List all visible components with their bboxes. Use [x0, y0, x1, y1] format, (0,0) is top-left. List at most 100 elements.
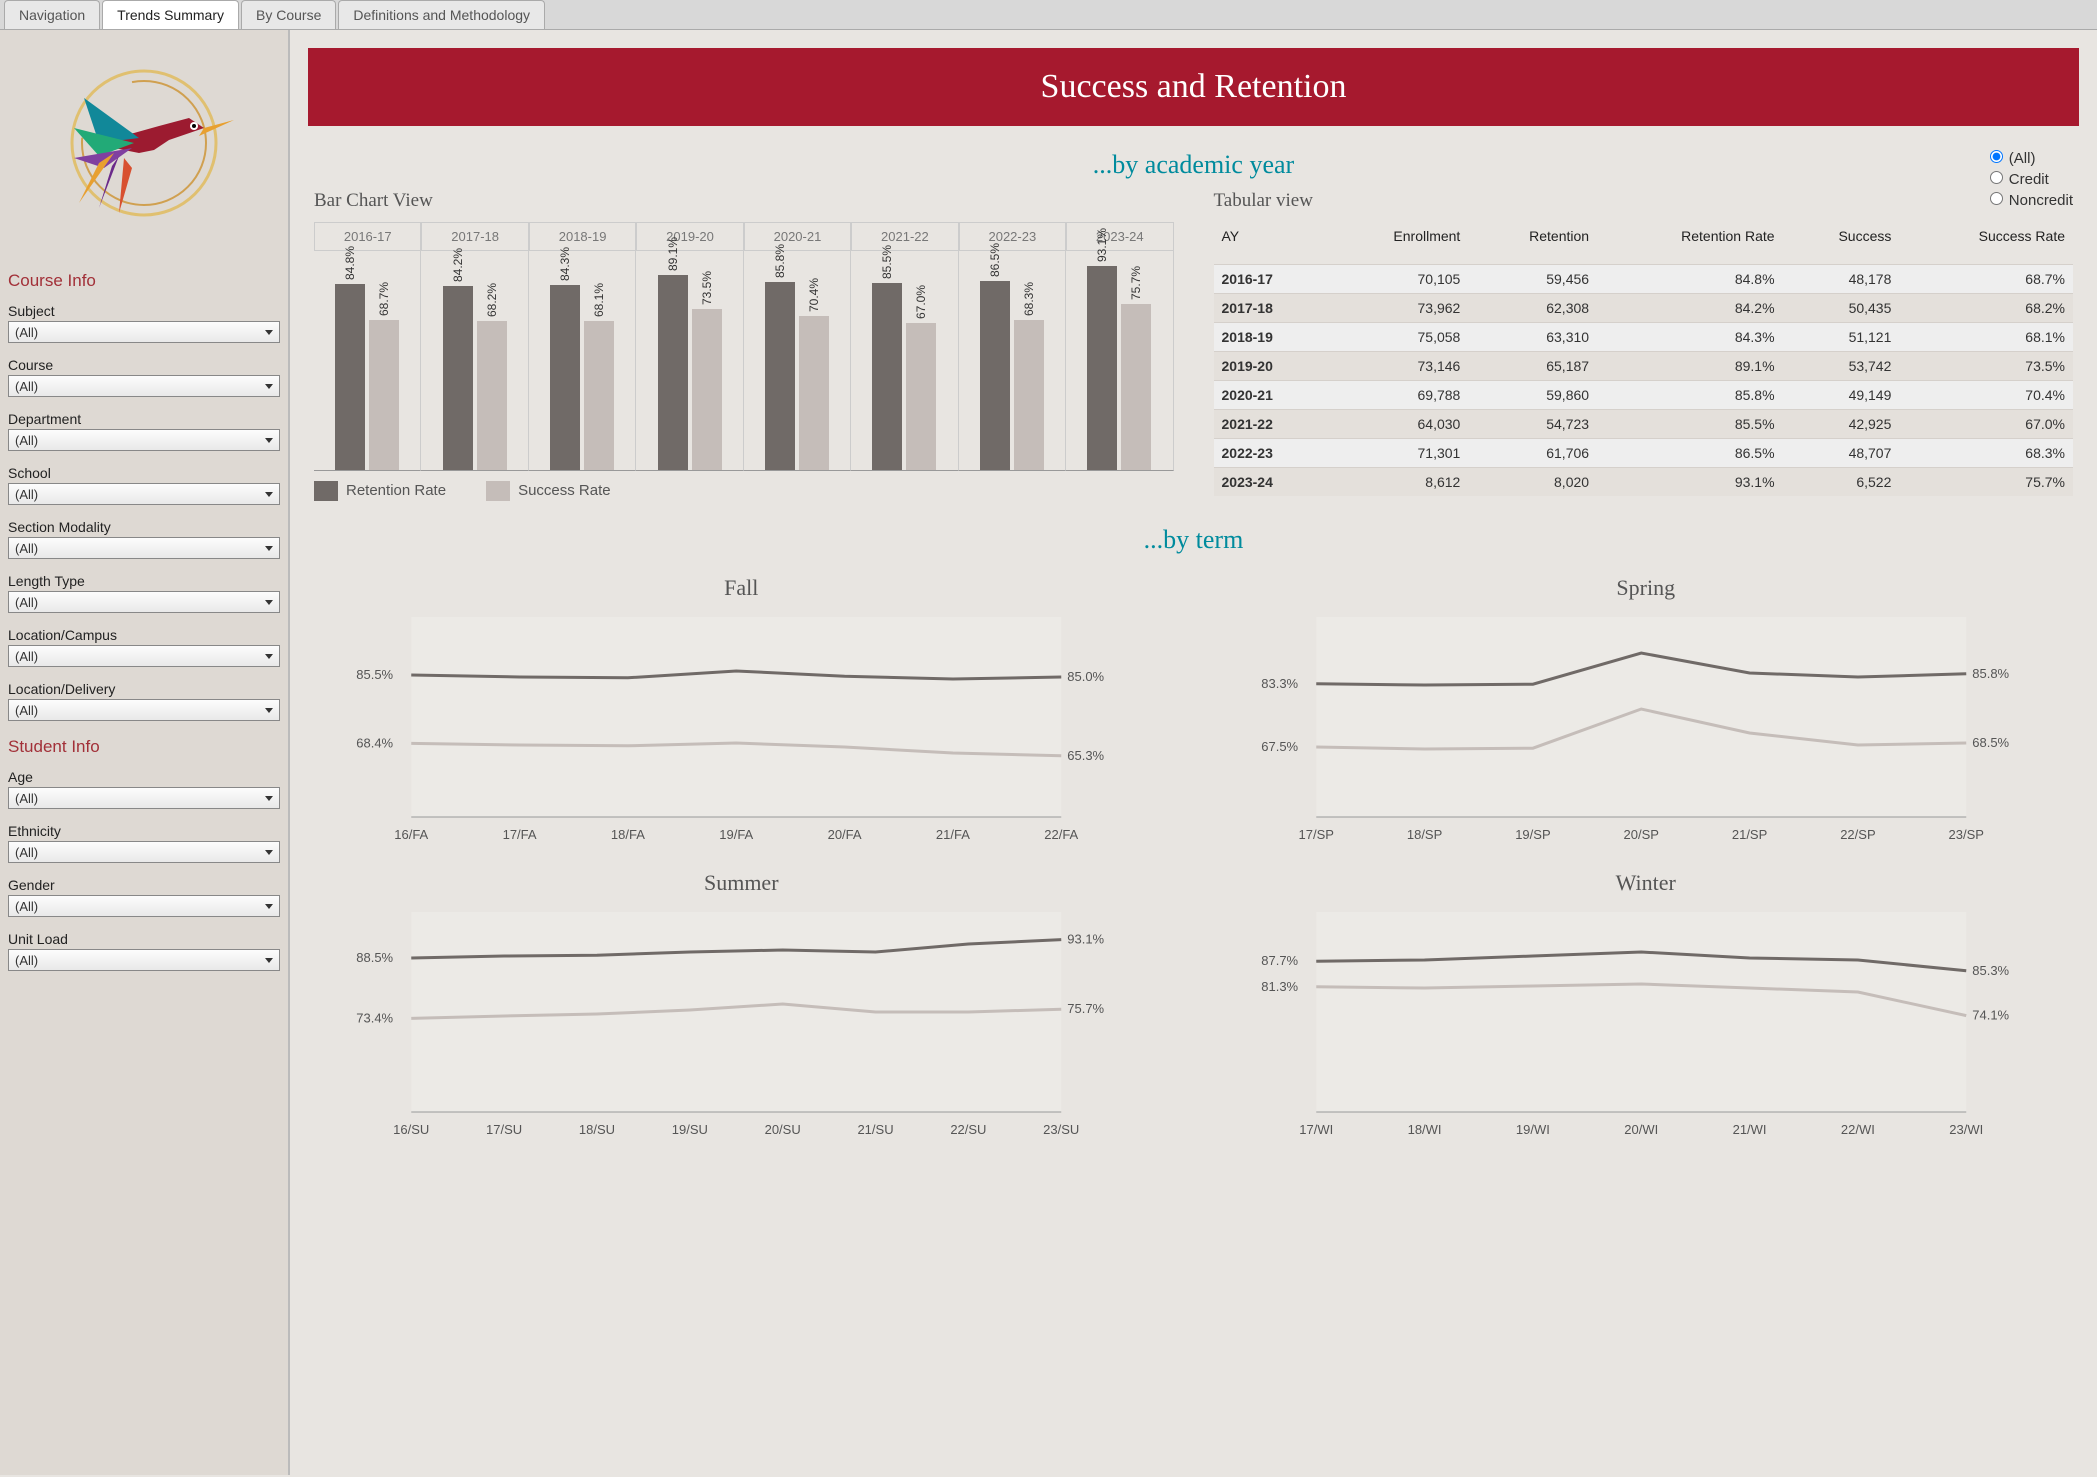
by-term-heading: ...by term — [290, 525, 2097, 555]
filter-select-location-campus[interactable]: (All) — [8, 645, 280, 667]
table-row[interactable]: 2018-1975,05863,31084.3%51,12168.1% — [1214, 323, 2074, 352]
filter-select-unit-load[interactable]: (All) — [8, 949, 280, 971]
filter-select-section-modality[interactable]: (All) — [8, 537, 280, 559]
table-cell: 68.7% — [1899, 265, 2073, 294]
bar-group: 86.5%68.3% — [959, 251, 1066, 471]
bar-success[interactable]: 70.4% — [799, 316, 829, 470]
term-line-chart[interactable]: 88.5%73.4%93.1%75.7%16/SU17/SU18/SU19/SU… — [314, 902, 1169, 1142]
table-row[interactable]: 2023-248,6128,02093.1%6,52275.7% — [1214, 468, 2074, 497]
bar-category-label: 2019-20 — [636, 222, 743, 251]
tab-navigation[interactable]: Navigation — [4, 0, 100, 29]
table-cell: 2023-24 — [1214, 468, 1328, 497]
bar-success[interactable]: 68.2% — [477, 321, 507, 470]
term-panel-spring: Spring83.3%67.5%85.8%68.5%17/SP18/SP19/S… — [1219, 575, 2074, 850]
table-cell: 67.0% — [1899, 410, 2073, 439]
svg-text:20/FA: 20/FA — [828, 827, 862, 842]
svg-text:74.1%: 74.1% — [1972, 1008, 2009, 1023]
table-cell: 75.7% — [1899, 468, 2073, 497]
bar-success[interactable]: 67.0% — [906, 323, 936, 470]
term-line-chart[interactable]: 85.5%68.4%85.0%65.3%16/FA17/FA18/FA19/FA… — [314, 607, 1169, 847]
filter-select-subject[interactable]: (All) — [8, 321, 280, 343]
filter-select-course[interactable]: (All) — [8, 375, 280, 397]
bar-success[interactable]: 68.3% — [1014, 320, 1044, 470]
term-title: Summer — [314, 870, 1169, 896]
filter-label-department: Department — [8, 411, 280, 427]
bar-retention[interactable]: 84.8% — [335, 284, 365, 470]
svg-text:68.5%: 68.5% — [1972, 735, 2009, 750]
ay-table: AYEnrollmentRetentionRetention RateSucce… — [1214, 222, 2074, 496]
table-row[interactable]: 2016-1770,10559,45684.8%48,17868.7% — [1214, 265, 2074, 294]
tab-trends-summary[interactable]: Trends Summary — [102, 0, 239, 29]
filter-select-department[interactable]: (All) — [8, 429, 280, 451]
filter-select-age[interactable]: (All) — [8, 787, 280, 809]
bar-retention[interactable]: 84.2% — [443, 286, 473, 470]
table-cell: 84.2% — [1597, 294, 1782, 323]
credit-filter: (All) Credit Noncredit — [1990, 150, 2073, 213]
bar-retention[interactable]: 84.3% — [550, 285, 580, 470]
filter-label-age: Age — [8, 769, 280, 785]
table-cell: 73.5% — [1899, 352, 2073, 381]
term-panel-summer: Summer 88.5%73.4%93.1%75.7%16/SU17/SU18/S… — [314, 870, 1169, 1145]
table-cell: 42,925 — [1783, 410, 1900, 439]
legend-success: Success Rate — [518, 482, 611, 499]
filter-label-subject: Subject — [8, 303, 280, 319]
svg-text:16/FA: 16/FA — [394, 827, 428, 842]
table-cell: 62,308 — [1468, 294, 1597, 323]
svg-text:65.3%: 65.3% — [1067, 748, 1104, 763]
svg-text:22/SU: 22/SU — [950, 1122, 986, 1137]
svg-text:85.8%: 85.8% — [1972, 666, 2009, 681]
radio-all[interactable]: (All) — [1990, 150, 2073, 167]
bar-success[interactable]: 73.5% — [692, 309, 722, 470]
bar-success[interactable]: 75.7% — [1121, 304, 1151, 470]
table-header: Retention Rate — [1597, 222, 1782, 265]
filter-label-location-delivery: Location/Delivery — [8, 681, 280, 697]
term-line-chart[interactable]: 83.3%67.5%85.8%68.5%17/SP18/SP19/SP20/SP… — [1219, 607, 2074, 847]
table-row[interactable]: 2022-2371,30161,70686.5%48,70768.3% — [1214, 439, 2074, 468]
svg-text:85.3%: 85.3% — [1972, 963, 2009, 978]
filter-select-length-type[interactable]: (All) — [8, 591, 280, 613]
filter-label-course: Course — [8, 357, 280, 373]
table-cell: 2019-20 — [1214, 352, 1328, 381]
table-cell: 75,058 — [1328, 323, 1469, 352]
svg-text:18/SP: 18/SP — [1406, 827, 1441, 842]
table-cell: 50,435 — [1783, 294, 1900, 323]
table-row[interactable]: 2020-2169,78859,86085.8%49,14970.4% — [1214, 381, 2074, 410]
term-title: Fall — [314, 575, 1169, 601]
radio-credit[interactable]: Credit — [1990, 171, 2073, 188]
bar-category-label: 2017-18 — [421, 222, 528, 251]
filter-select-gender[interactable]: (All) — [8, 895, 280, 917]
bar-retention[interactable]: 86.5% — [980, 281, 1010, 470]
svg-text:75.7%: 75.7% — [1067, 1001, 1104, 1016]
filter-label-section-modality: Section Modality — [8, 519, 280, 535]
bar-retention[interactable]: 85.5% — [872, 283, 902, 470]
filter-select-location-delivery[interactable]: (All) — [8, 699, 280, 721]
bar-category-label: 2016-17 — [314, 222, 421, 251]
svg-text:18/FA: 18/FA — [611, 827, 645, 842]
bar-retention[interactable]: 89.1% — [658, 275, 688, 470]
table-row[interactable]: 2021-2264,03054,72385.5%42,92567.0% — [1214, 410, 2074, 439]
svg-text:19/SU: 19/SU — [672, 1122, 708, 1137]
legend-retention: Retention Rate — [346, 482, 446, 499]
svg-text:20/SP: 20/SP — [1623, 827, 1658, 842]
bar-success[interactable]: 68.7% — [369, 320, 399, 470]
radio-noncredit[interactable]: Noncredit — [1990, 192, 2073, 209]
table-cell: 59,860 — [1468, 381, 1597, 410]
table-cell: 71,301 — [1328, 439, 1469, 468]
svg-text:23/SU: 23/SU — [1043, 1122, 1079, 1137]
tab-by-course[interactable]: By Course — [241, 0, 336, 29]
table-row[interactable]: 2017-1873,96262,30884.2%50,43568.2% — [1214, 294, 2074, 323]
table-cell: 54,723 — [1468, 410, 1597, 439]
filter-label-location-campus: Location/Campus — [8, 627, 280, 643]
bar-retention[interactable]: 93.1% — [1087, 266, 1117, 470]
tab-definitions-and-methodology[interactable]: Definitions and Methodology — [338, 0, 545, 29]
filter-select-ethnicity[interactable]: (All) — [8, 841, 280, 863]
table-row[interactable]: 2019-2073,14665,18789.1%53,74273.5% — [1214, 352, 2074, 381]
filter-select-school[interactable]: (All) — [8, 483, 280, 505]
bar-group: 84.8%68.7% — [314, 251, 421, 471]
table-panel: Tabular view AYEnrollmentRetentionRetent… — [1214, 190, 2074, 501]
svg-text:68.4%: 68.4% — [356, 735, 393, 750]
bar-success[interactable]: 68.1% — [584, 321, 614, 470]
term-line-chart[interactable]: 87.7%81.3%85.3%74.1%17/WI18/WI19/WI20/WI… — [1219, 902, 2074, 1142]
bar-retention[interactable]: 85.8% — [765, 282, 795, 470]
svg-text:21/FA: 21/FA — [936, 827, 970, 842]
